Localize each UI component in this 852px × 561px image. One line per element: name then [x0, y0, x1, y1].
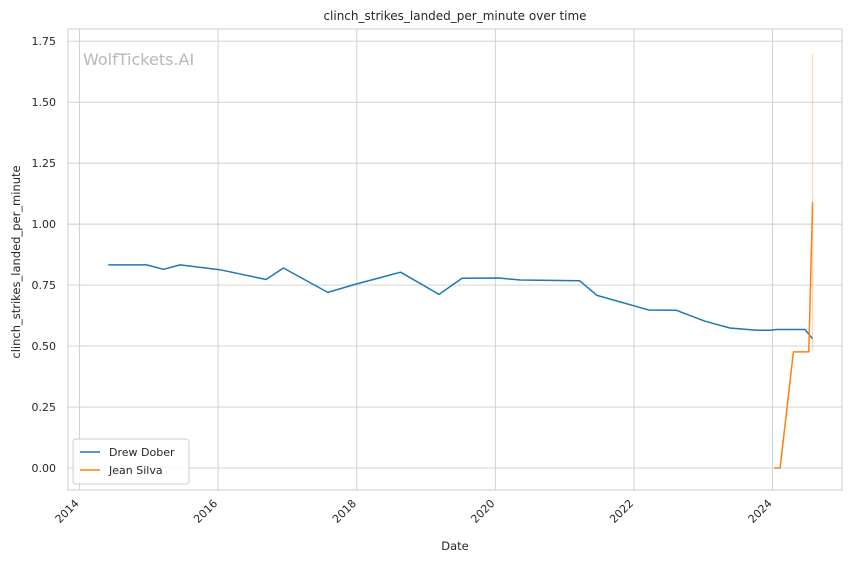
- y-tick-label: 1.00: [32, 218, 57, 231]
- y-axis-label: clinch_strikes_landed_per_minute: [9, 165, 23, 358]
- y-tick-label: 0.75: [32, 279, 57, 292]
- plot-area: [68, 29, 842, 490]
- y-tick-label: 1.50: [32, 96, 57, 109]
- legend: Drew Dober Jean Silva: [72, 438, 190, 485]
- watermark: WolfTickets.AI: [83, 50, 194, 69]
- x-axis-label: Date: [441, 539, 469, 553]
- y-tick-label: 0.00: [32, 462, 57, 475]
- y-tick-label: 0.25: [32, 401, 57, 414]
- x-tick-label: 2016: [191, 497, 220, 526]
- series-line: [774, 202, 814, 469]
- x-tick-label: 2018: [330, 497, 359, 526]
- grid: [68, 29, 842, 490]
- y-tick-label: 0.50: [32, 340, 57, 353]
- x-tick-label: 2024: [746, 497, 775, 526]
- y-tick-label: 1.25: [32, 157, 57, 170]
- x-tick-label: 2022: [607, 497, 636, 526]
- axes: [67, 28, 843, 491]
- series-group: [108, 53, 814, 469]
- x-tick-label: 2020: [468, 497, 497, 526]
- legend-label: Drew Dober: [109, 446, 175, 459]
- legend-box: [72, 438, 190, 485]
- series-line: [108, 264, 814, 340]
- y-tick-label: 1.75: [32, 35, 57, 48]
- legend-label: Jean Silva: [108, 464, 163, 477]
- plot-frame: [67, 28, 843, 491]
- chart-title: clinch_strikes_landed_per_minute over ti…: [323, 9, 586, 23]
- x-tick-label: 2014: [53, 497, 82, 526]
